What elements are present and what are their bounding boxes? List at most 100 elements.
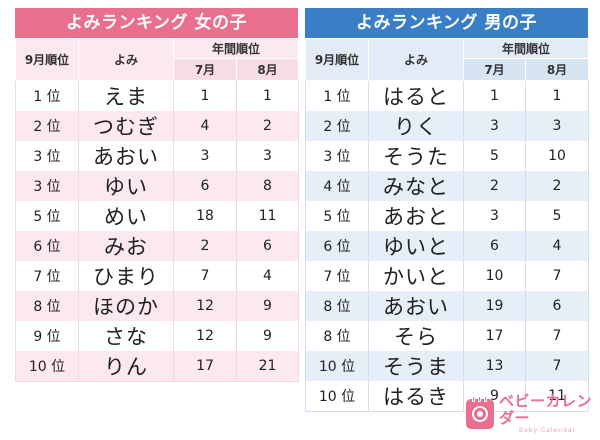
august-cell: 4 xyxy=(235,261,300,291)
july-cell: 1 xyxy=(173,80,237,111)
name-cell: さな xyxy=(78,321,174,351)
august-cell: 11 xyxy=(524,381,590,412)
rank-cell: 3 位 xyxy=(305,141,369,171)
name-cell: あおい xyxy=(78,141,174,171)
august-cell: 9 xyxy=(235,291,300,321)
name-cell: みお xyxy=(78,231,174,261)
name-cell: めい xyxy=(78,201,174,231)
name-cell: あおい xyxy=(368,291,464,321)
calendar-camera-icon xyxy=(466,396,494,429)
header-annual-rank: 年間順位 xyxy=(462,38,590,59)
july-cell: 6 xyxy=(173,171,237,201)
boys-table-title: よみランキング 男の子 xyxy=(305,8,588,38)
rank-cell: 8 位 xyxy=(15,291,79,321)
august-cell: 21 xyxy=(235,351,300,382)
july-cell: 5 xyxy=(463,141,526,171)
rank-cell: 1 位 xyxy=(15,80,79,111)
name-cell: はるき xyxy=(368,381,464,412)
name-cell: そら xyxy=(368,321,464,351)
table-row: 10 位 りん 17 21 xyxy=(15,351,300,382)
table-row: 9 位 さな 12 9 xyxy=(15,321,300,351)
july-cell: 12 xyxy=(173,321,237,351)
table-row: 3 位 そうた 5 10 xyxy=(305,141,590,171)
july-cell: 18 xyxy=(173,201,237,231)
rank-cell: 8 位 xyxy=(305,321,369,351)
rank-cell: 6 位 xyxy=(15,231,79,261)
name-cell: ひまり xyxy=(78,261,174,291)
august-cell: 2 xyxy=(235,111,300,141)
baby-calendar-logo: ベビーカレンダー Baby Calendar xyxy=(466,392,596,434)
name-cell: はると xyxy=(368,80,464,111)
rank-cell: 3 位 xyxy=(15,141,79,171)
august-cell: 1 xyxy=(524,80,590,111)
rank-cell: 5 位 xyxy=(305,201,369,231)
logo-text-english: Baby Calendar xyxy=(518,427,577,434)
august-cell: 3 xyxy=(235,141,300,171)
rank-cell: 7 位 xyxy=(15,261,79,291)
august-cell: 3 xyxy=(524,111,590,141)
name-cell: りく xyxy=(368,111,464,141)
august-cell: 7 xyxy=(524,261,590,291)
rank-cell: 7 位 xyxy=(305,261,369,291)
august-cell: 10 xyxy=(524,141,590,171)
table-row: 6 位 ゆいと 6 4 xyxy=(305,231,590,261)
july-cell: 1 xyxy=(463,80,526,111)
table-row: 7 位 かいと 10 7 xyxy=(305,261,590,291)
girls-table-title: よみランキング 女の子 xyxy=(15,8,298,38)
table-row: 1 位 はると 1 1 xyxy=(305,80,590,111)
rank-cell: 2 位 xyxy=(305,111,369,141)
august-cell: 1 xyxy=(235,80,300,111)
july-cell: 3 xyxy=(463,201,526,231)
table-row: 3 位 あおい 3 3 xyxy=(15,141,300,171)
rank-cell: 1 位 xyxy=(305,80,369,111)
august-cell: 7 xyxy=(524,321,590,351)
july-cell: 13 xyxy=(463,351,526,381)
rank-cell: 5 位 xyxy=(15,201,79,231)
name-cell: ほのか xyxy=(78,291,174,321)
name-cell: ゆい xyxy=(78,171,174,201)
august-cell: 4 xyxy=(524,231,590,261)
july-cell: 19 xyxy=(463,291,526,321)
table-row: 8 位 そら 17 7 xyxy=(305,321,590,351)
rank-cell: 6 位 xyxy=(305,231,369,261)
header-annual-rank: 年間順位 xyxy=(172,38,300,59)
header-september-rank: 9月順位 xyxy=(15,38,79,81)
header-august: 8月 xyxy=(235,58,300,81)
header-september-rank: 9月順位 xyxy=(305,38,369,81)
name-cell: つむぎ xyxy=(78,111,174,141)
rank-cell: 8 位 xyxy=(305,291,369,321)
rank-cell: 10 位 xyxy=(305,381,369,412)
august-cell: 8 xyxy=(235,171,300,201)
boys-table: 9月順位 よみ 年間順位 7月 8月 1 位 はると 1 1 2 位 りく 3 … xyxy=(305,38,590,412)
july-cell: 3 xyxy=(173,141,237,171)
july-cell: 3 xyxy=(463,111,526,141)
name-cell: そうま xyxy=(368,351,464,381)
august-cell: 5 xyxy=(524,201,590,231)
august-cell: 6 xyxy=(524,291,590,321)
name-cell: かいと xyxy=(368,261,464,291)
header-yomi: よみ xyxy=(368,38,464,81)
name-cell: りん xyxy=(78,351,174,382)
name-cell: みなと xyxy=(368,171,464,201)
july-cell: 17 xyxy=(463,321,526,351)
rank-cell: 10 位 xyxy=(305,351,369,381)
table-row: 10 位 そうま 13 7 xyxy=(305,351,590,381)
name-cell: そうた xyxy=(368,141,464,171)
table-row: 1 位 えま 1 1 xyxy=(15,80,300,111)
name-cell: ゆいと xyxy=(368,231,464,261)
table-row: 4 位 みなと 2 2 xyxy=(305,171,590,201)
table-row: 2 位 りく 3 3 xyxy=(305,111,590,141)
july-cell: 2 xyxy=(463,171,526,201)
july-cell: 7 xyxy=(173,261,237,291)
table-row: 5 位 めい 18 11 xyxy=(15,201,300,231)
logo-text-japanese: ベビーカレンダー xyxy=(499,392,593,427)
august-cell: 7 xyxy=(524,351,590,381)
august-cell: 6 xyxy=(235,231,300,261)
august-cell: 2 xyxy=(524,171,590,201)
table-row: 5 位 あおと 3 5 xyxy=(305,201,590,231)
header-july: 7月 xyxy=(463,58,526,81)
table-row: 8 位 あおい 19 6 xyxy=(305,291,590,321)
header-july: 7月 xyxy=(173,58,237,81)
table-row: 8 位 ほのか 12 9 xyxy=(15,291,300,321)
boys-ranking-table: よみランキング 男の子 9月順位 よみ 年間順位 7月 8月 1 位 はると 1… xyxy=(305,8,590,412)
